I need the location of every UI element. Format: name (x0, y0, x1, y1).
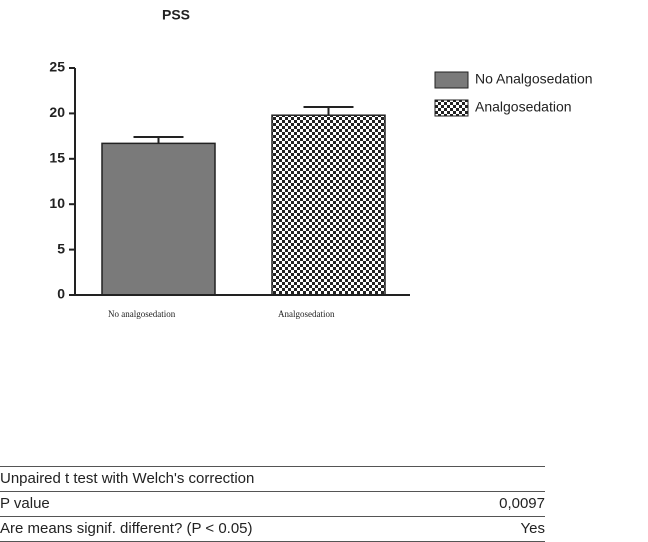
x-tick-label: No analgosedation (108, 309, 176, 319)
table-title-row: Unpaired t test with Welch's correction (0, 466, 545, 491)
y-tick-label: 15 (49, 150, 65, 166)
table-row: P value 0,0097 (0, 491, 545, 516)
table-row: Are means signif. different? (P < 0.05) Y… (0, 516, 545, 542)
cell: P value (0, 495, 50, 512)
cell: Yes (520, 520, 545, 537)
legend-swatch (434, 71, 469, 89)
legend-swatch (434, 99, 469, 117)
table-title: Unpaired t test with Welch's correction (0, 470, 255, 487)
stats-table: Unpaired t test with Welch's correction … (0, 466, 545, 542)
cell: 0,0097 (499, 495, 545, 512)
y-tick-label: 5 (57, 240, 65, 256)
y-tick-label: 25 (49, 59, 65, 75)
bar (271, 114, 386, 296)
bar (101, 142, 216, 296)
chart-title: PSS (162, 7, 190, 23)
legend-label: No Analgosedation (475, 71, 593, 87)
x-tick-label: Analgosedation (278, 309, 335, 319)
cell: Are means signif. different? (P < 0.05) (0, 520, 253, 537)
y-tick-label: 20 (49, 104, 65, 120)
y-tick-label: 0 (57, 286, 65, 302)
legend-label: Analgosedation (475, 99, 572, 115)
y-tick-label: 10 (49, 195, 65, 211)
